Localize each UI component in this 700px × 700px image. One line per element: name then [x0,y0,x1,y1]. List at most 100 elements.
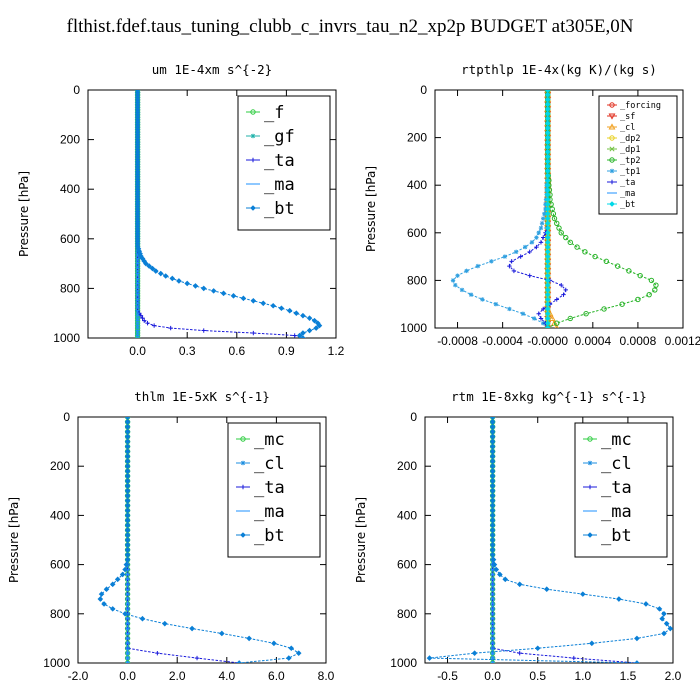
data-point-bt [490,429,496,435]
data-point-ta [517,651,521,655]
data-point-bt [490,414,496,420]
data-point-bt [125,547,131,553]
data-point-bt [98,596,104,602]
legend-label: _cl [254,454,285,474]
data-point-bt [125,473,131,479]
data-point-bt [189,626,195,632]
data-point-tp1 [521,312,525,316]
y-tick-label: 1000 [400,321,427,335]
data-point-ta [509,259,513,263]
data-point-bt [125,429,131,435]
panel-title: um 1E-4xm s^{-2} [152,62,272,77]
data-point-bt [286,655,292,661]
legend-label: _tp2 [620,156,640,166]
data-point-bt [490,483,496,489]
legend-label: _gf [264,127,295,147]
x-tick-label: -0.5 [437,669,458,683]
y-axis-label: Pressure [hPa] [17,171,31,257]
legend-label: _dp2 [620,134,640,144]
series-line-ta [509,90,565,328]
x-tick-label: 4.0 [218,669,235,683]
data-point-bt [246,636,252,642]
data-point-tp1 [514,250,518,254]
data-point-bt [490,478,496,484]
data-point-bt [490,508,496,514]
y-tick-label: 800 [407,273,427,287]
y-tick-label: 600 [397,558,417,572]
data-point-bt [260,300,266,306]
data-point-tp1 [489,259,493,263]
data-point-bt [270,303,276,309]
data-point-bt [125,522,131,528]
data-point-bt [176,278,182,284]
data-point-tp1 [494,302,498,306]
data-point-bt [231,293,237,299]
legend-label: _sf [620,112,635,122]
data-point-ta [251,331,255,335]
data-point-tp1 [476,264,480,268]
data-point-bt [125,503,131,509]
y-tick-label: 0 [410,410,417,424]
legend-label: _bt [601,526,632,546]
data-point-bt [307,315,313,321]
data-point-bt [125,424,131,430]
data-point-bt [490,463,496,469]
data-point-ta [537,312,541,316]
data-point-bt [634,660,640,666]
data-point-tp1 [541,216,545,220]
x-tick-label: -0.0004 [482,334,523,348]
y-tick-label: 600 [60,232,80,246]
data-point-bt [490,454,496,460]
data-point-tp2 [649,278,653,282]
data-point-bt [288,645,294,651]
data-point-ta [527,273,531,277]
data-point-bt [125,478,131,484]
legend-label: _forcing [620,101,661,111]
panel-title: thlm 1E-5xK s^{-1} [134,389,269,404]
data-point-ta [145,321,149,325]
legend-label: _ma [264,175,295,195]
chart-panel-3: thlm 1E-5xK s^{-1}02004006008001000-2.0 0… [7,389,335,683]
data-point-bt [125,454,131,460]
data-point-bt [307,328,313,334]
data-point-tp2 [615,264,619,268]
x-tick-label: 0.0 [484,669,501,683]
y-axis-label: Pressure [hPa] [364,166,378,252]
data-point-tp1 [532,316,536,320]
x-tick-label: 0.9 [278,344,295,358]
data-point-bt [490,458,496,464]
data-point-bt [125,493,131,499]
y-tick-label: 0 [73,83,80,97]
legend-label: _cl [620,123,635,133]
data-point-bt [125,513,131,519]
data-point-ta [541,235,545,239]
data-point-bt [125,532,131,538]
data-point-bt [162,621,168,627]
y-tick-label: 800 [50,607,70,621]
data-point-tp1 [460,288,464,292]
data-point-bt [661,611,667,617]
data-point-ta [152,323,156,327]
y-tick-label: 800 [397,607,417,621]
data-point-bt [643,601,649,607]
y-tick-label: 800 [60,281,80,295]
legend-label: _mc [254,430,285,450]
data-point-bt [125,557,131,563]
x-tick-label: 0.0008 [620,334,657,348]
data-point-ta [168,326,172,330]
data-point-bt [490,542,496,548]
y-tick-label: 1000 [53,331,80,345]
data-point-tp1 [540,221,544,225]
data-point-tp1 [503,254,507,258]
data-point-tp1 [469,292,473,296]
data-point-bt [490,522,496,528]
x-tick-label: 0.5 [529,669,546,683]
x-tick-label: 6.0 [268,669,285,683]
y-tick-label: 400 [407,178,427,192]
data-point-bt [300,313,306,319]
data-point-bt [125,419,131,425]
x-tick-label: -0.0008 [437,334,478,348]
legend: _f _gf _ta _ma _bt [238,96,330,230]
y-axis-label: Pressure [hPa] [354,497,368,583]
data-point-ta [292,333,296,337]
